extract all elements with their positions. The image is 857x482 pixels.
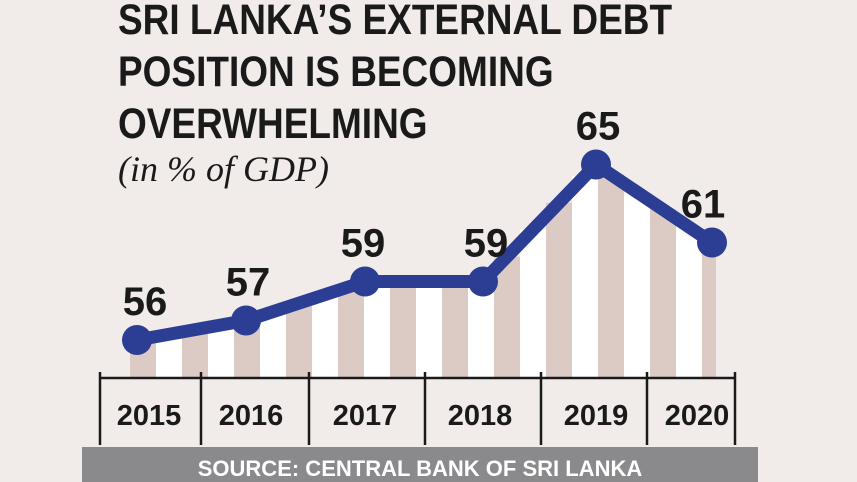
background-stripe xyxy=(572,175,598,378)
data-point-2016 xyxy=(231,305,261,336)
x-tick-label-2019: 2019 xyxy=(564,400,629,432)
data-label-2020: 61 xyxy=(681,183,726,227)
data-point-2015 xyxy=(122,325,152,355)
title-line-1: SRI LANKA’S EXTERNAL DEBT xyxy=(118,0,673,44)
background-stripe xyxy=(208,324,234,378)
data-point-2017 xyxy=(350,266,380,297)
background-stripe xyxy=(416,281,442,378)
background-stripe xyxy=(676,227,702,378)
background-stripe xyxy=(312,294,338,378)
x-tick-label-2017: 2017 xyxy=(333,400,398,432)
background-stripe xyxy=(468,281,494,378)
background-stripe xyxy=(494,256,520,378)
data-label-2018: 59 xyxy=(464,222,509,266)
line-chart: 56 57 59 59 65 61 2015 2016 2017 2018 2019 2020 xyxy=(98,105,737,445)
background-stripe xyxy=(364,281,390,378)
x-axis-ticks xyxy=(98,372,737,445)
background-stripe xyxy=(338,286,364,378)
chart-subtitle: (in % of GDP) xyxy=(118,149,329,189)
background-stripes xyxy=(130,174,716,378)
background-stripe xyxy=(624,192,650,378)
x-tick-label-2015: 2015 xyxy=(117,400,182,432)
data-label-2019: 65 xyxy=(576,105,621,149)
background-stripe xyxy=(650,209,676,378)
data-label-2017: 59 xyxy=(341,222,386,266)
source-bar: SOURCE: CENTRAL BANK OF SRI LANKA xyxy=(82,447,758,482)
background-stripe xyxy=(598,174,624,378)
background-stripe xyxy=(442,281,468,378)
series-line xyxy=(135,158,716,347)
x-tick-label-2016: 2016 xyxy=(219,400,284,432)
background-stripe xyxy=(260,311,286,378)
background-stripe xyxy=(702,240,716,378)
data-label-2015: 56 xyxy=(123,280,168,324)
data-points xyxy=(122,149,727,355)
chart-title: SRI LANKA’S EXTERNAL DEBT POSITION IS BE… xyxy=(118,0,672,150)
title-line-2: POSITION IS BECOMING xyxy=(118,48,554,96)
data-point-2018 xyxy=(468,266,498,297)
x-tick-labels: 2015 2016 2017 2018 2019 2020 xyxy=(117,400,730,432)
x-tick-label-2018: 2018 xyxy=(448,400,513,432)
data-point-2019 xyxy=(581,149,611,180)
background-stripe xyxy=(390,281,416,378)
background-stripe xyxy=(520,229,546,378)
title-line-3: OVERWHELMING xyxy=(118,100,428,148)
data-label-2016: 57 xyxy=(226,261,271,305)
data-point-2020 xyxy=(697,227,727,258)
data-labels: 56 57 59 59 65 61 xyxy=(123,105,726,325)
background-stripe xyxy=(286,303,312,378)
background-stripe xyxy=(546,202,572,378)
x-tick-label-2020: 2020 xyxy=(665,400,730,432)
